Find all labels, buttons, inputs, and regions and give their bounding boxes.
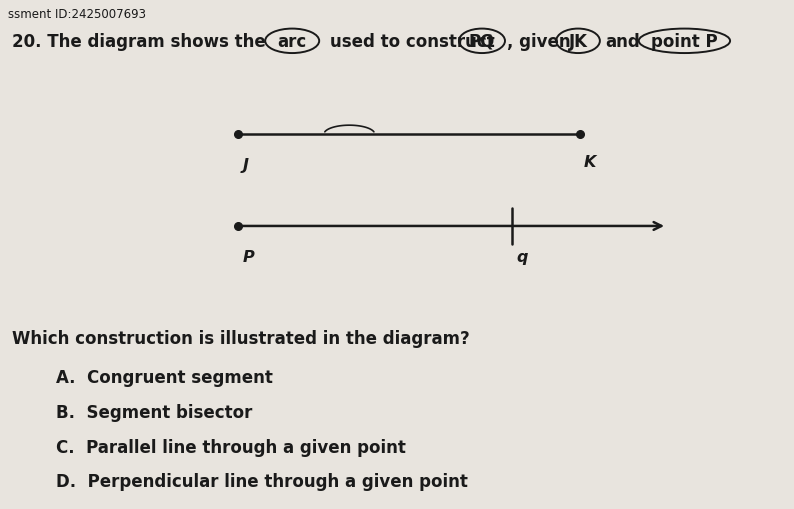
- Text: A.  Congruent segment: A. Congruent segment: [56, 369, 272, 387]
- Text: ssment ID:2425007693: ssment ID:2425007693: [8, 8, 146, 20]
- Text: 20. The diagram shows the: 20. The diagram shows the: [12, 33, 266, 51]
- Text: q: q: [516, 249, 527, 264]
- Text: J: J: [242, 158, 249, 173]
- Text: P: P: [242, 249, 254, 264]
- Text: and: and: [605, 33, 640, 51]
- Text: D.  Perpendicular line through a given point: D. Perpendicular line through a given po…: [56, 472, 468, 491]
- Text: used to construct: used to construct: [330, 33, 494, 51]
- Text: point P: point P: [651, 33, 718, 51]
- Text: C.  Parallel line through a given point: C. Parallel line through a given point: [56, 438, 406, 456]
- Text: arc: arc: [278, 33, 306, 51]
- Text: PQ: PQ: [468, 33, 495, 51]
- Text: , given: , given: [507, 33, 570, 51]
- Text: K: K: [584, 154, 596, 169]
- Text: Which construction is illustrated in the diagram?: Which construction is illustrated in the…: [12, 329, 470, 348]
- Text: B.  Segment bisector: B. Segment bisector: [56, 403, 252, 421]
- Text: JK: JK: [569, 33, 588, 51]
